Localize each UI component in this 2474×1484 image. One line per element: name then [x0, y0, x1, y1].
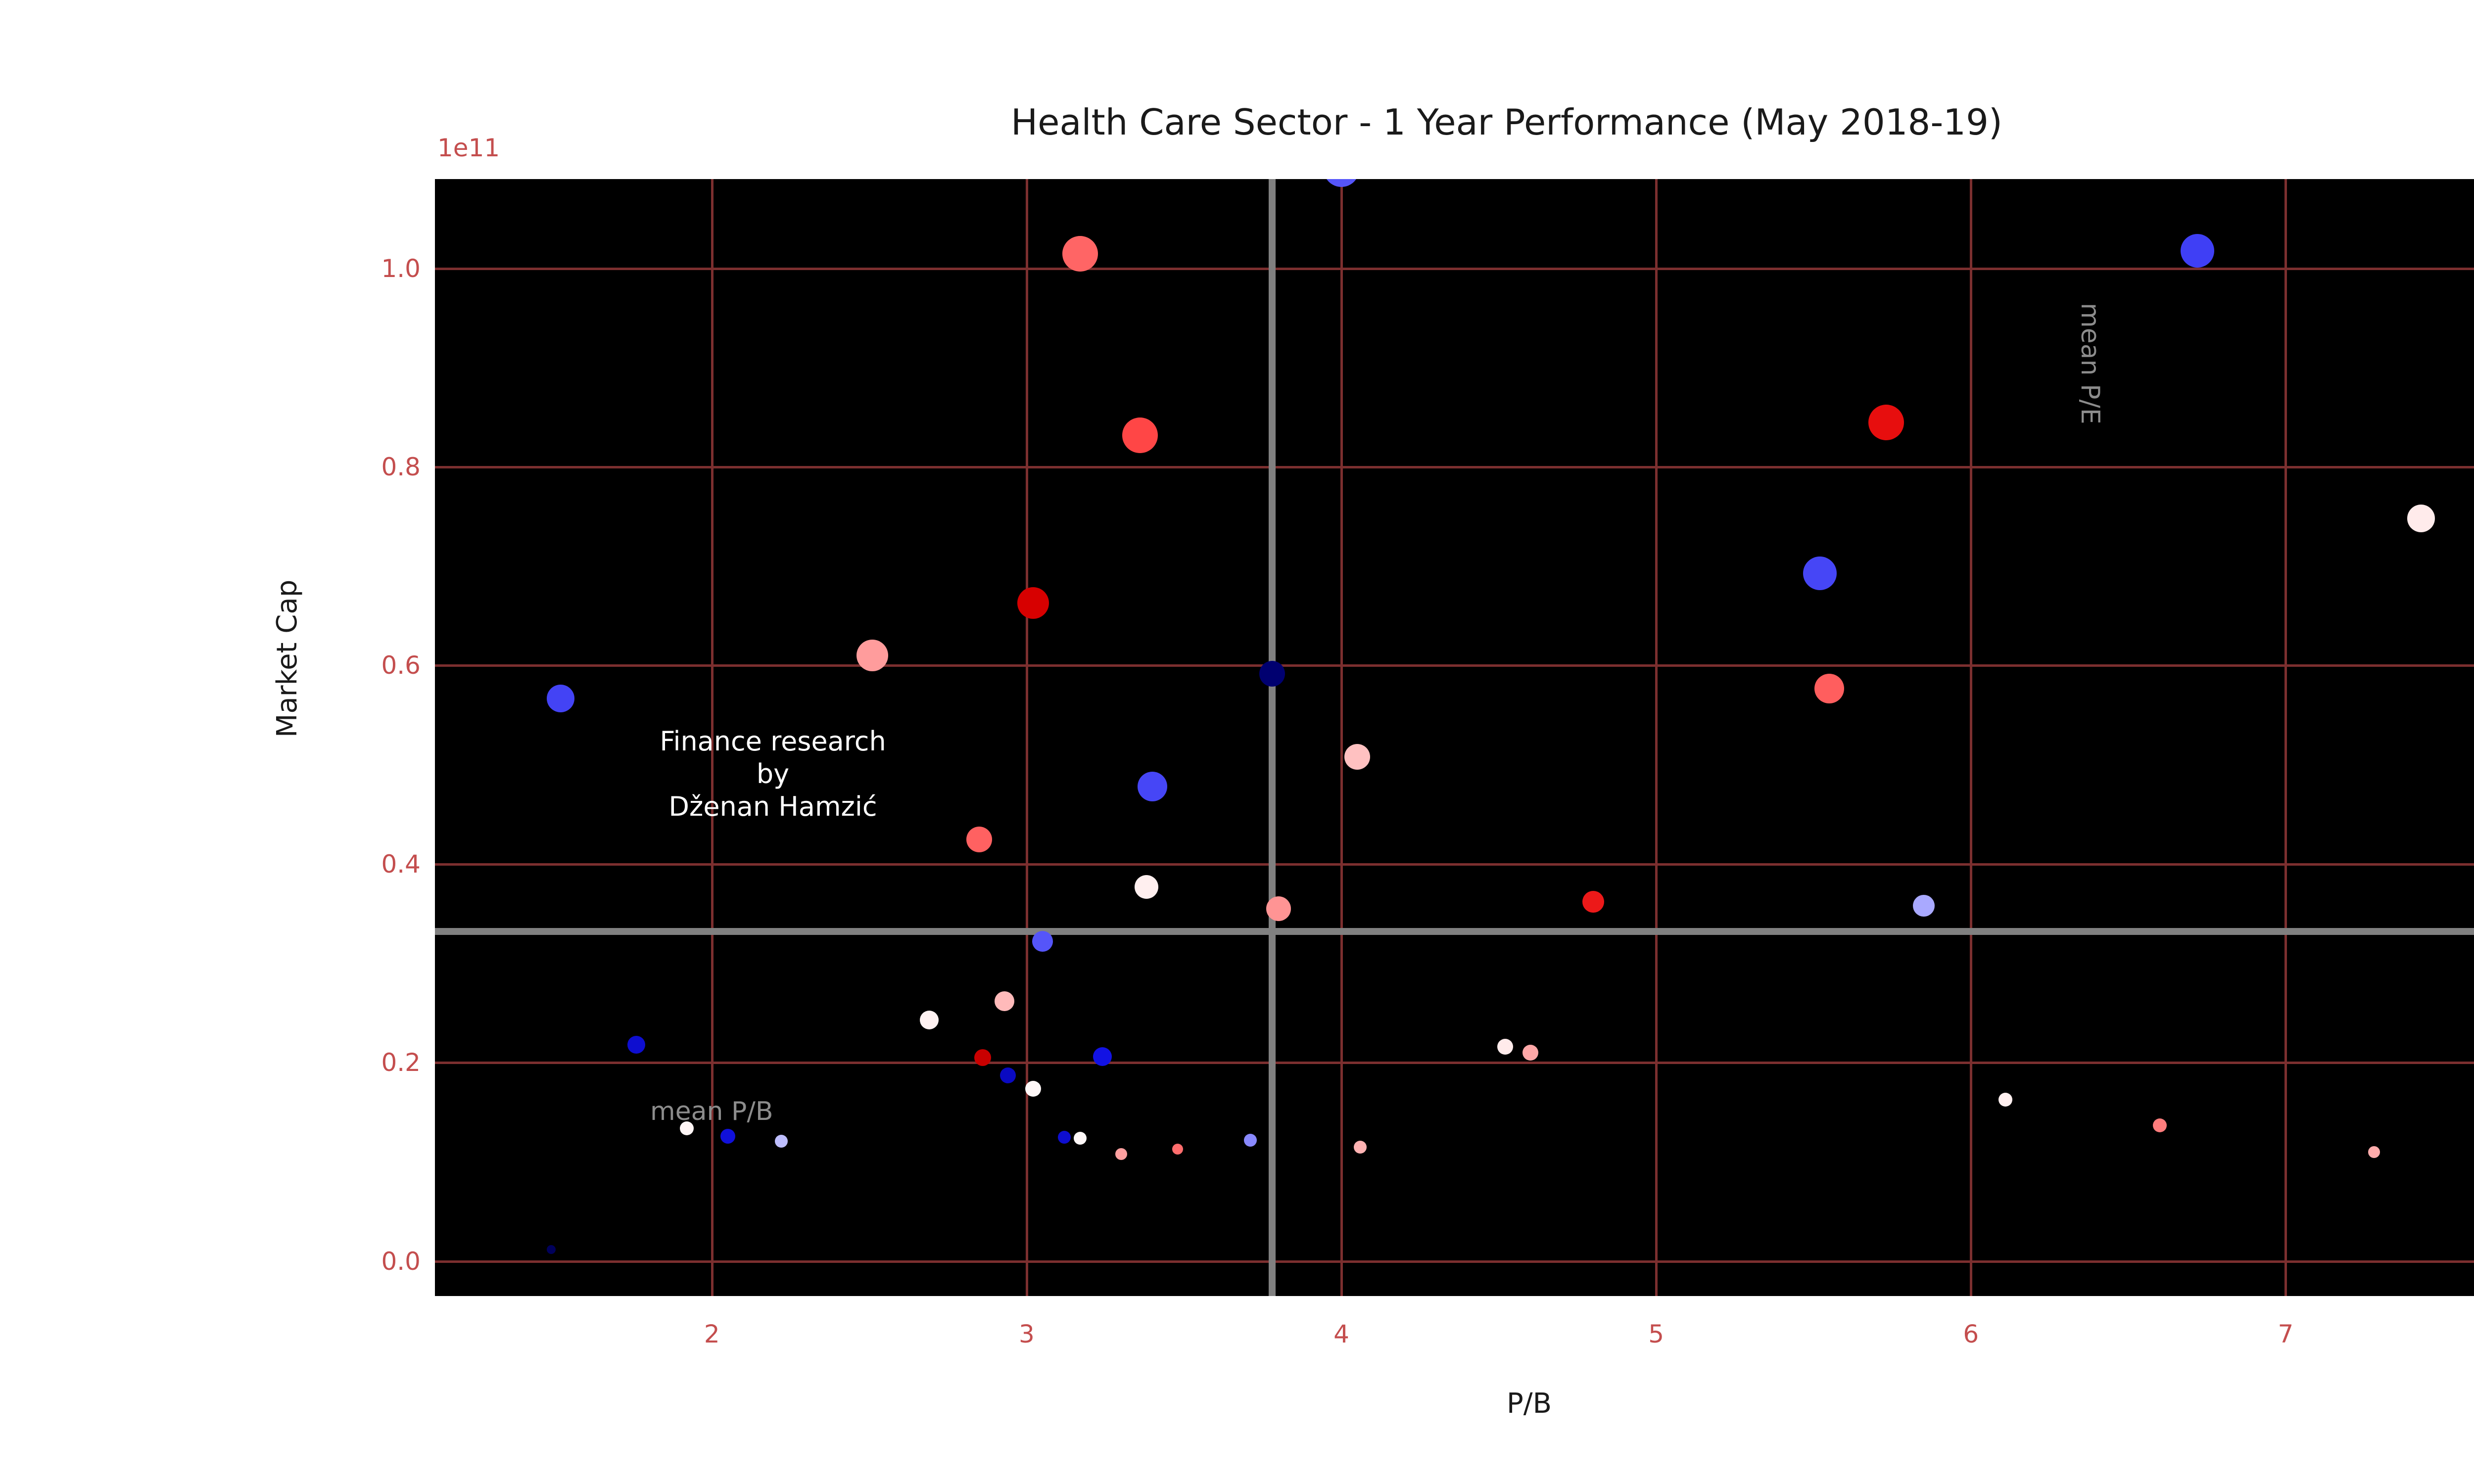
mean-pe-line [1269, 179, 1276, 1296]
gridline-horizontal [435, 863, 2474, 866]
scatter-point[interactable] [856, 640, 889, 672]
gridline-horizontal [435, 1260, 2474, 1263]
y-axis-tick-label: 0.6 [381, 651, 421, 680]
scatter-point[interactable] [547, 1245, 556, 1254]
gridline-horizontal [435, 267, 2474, 270]
scatter-point[interactable] [966, 826, 993, 852]
scatter-point[interactable] [1803, 556, 1837, 590]
scatter-point[interactable] [1138, 772, 1168, 802]
scatter-point[interactable] [1093, 1047, 1112, 1067]
scatter-point[interactable] [1582, 891, 1604, 913]
scatter-point[interactable] [1243, 1133, 1257, 1147]
scatter-point[interactable] [999, 1067, 1016, 1084]
scatter-plot-area[interactable]: Finance research by Dženan Hamzić mean P… [435, 179, 2474, 1296]
gridline-vertical [2284, 179, 2287, 1296]
y-axis-tick-group: 0.0 0.2 0.4 0.6 0.8 1.0 [297, 0, 421, 1484]
scatter-point[interactable] [2368, 1146, 2380, 1158]
scatter-point[interactable] [1912, 895, 1935, 917]
gridline-vertical [1340, 179, 1343, 1296]
y-axis-tick-label: 0.8 [381, 453, 421, 482]
scatter-point[interactable] [1266, 896, 1291, 922]
scatter-point[interactable] [774, 1134, 788, 1148]
scatter-point[interactable] [1868, 404, 1904, 440]
scatter-point[interactable] [1115, 1148, 1127, 1160]
gridline-vertical [1655, 179, 1658, 1296]
page-title: Health Care Sector - 1 Year Performance … [1010, 101, 2003, 143]
scatter-point[interactable] [547, 684, 575, 712]
y-axis-tick-label: 1.0 [381, 254, 421, 283]
scatter-point[interactable] [974, 1049, 991, 1067]
scatter-point[interactable] [1025, 1080, 1041, 1097]
gridline-horizontal [435, 466, 2474, 469]
mean-pb-line [435, 928, 2474, 935]
x-axis-tick-label: 5 [1648, 1320, 1665, 1348]
scatter-point[interactable] [1998, 1092, 2013, 1107]
scatter-point[interactable] [627, 1036, 646, 1054]
scatter-point[interactable] [1354, 1140, 1367, 1154]
mean-pe-label: mean P/E [2075, 303, 2105, 424]
scatter-point[interactable] [720, 1128, 735, 1144]
scatter-point[interactable] [679, 1121, 694, 1135]
mean-pb-label: mean P/B [650, 1097, 773, 1126]
scatter-point[interactable] [1032, 931, 1053, 952]
gridline-vertical [1025, 179, 1028, 1296]
x-axis-tick-label: 3 [1019, 1320, 1035, 1348]
gridline-horizontal [435, 1062, 2474, 1065]
scatter-point[interactable] [1259, 660, 1285, 687]
gridline-vertical [711, 179, 714, 1296]
x-axis-tick-label: 4 [1333, 1320, 1349, 1348]
x-axis-label: P/B [1507, 1388, 1552, 1420]
scatter-point[interactable] [1344, 744, 1370, 770]
x-axis-tick-label: 6 [1963, 1320, 1979, 1348]
scatter-point[interactable] [1074, 1131, 1087, 1145]
scatter-point[interactable] [1134, 875, 1158, 899]
y-axis-offset-text: 1e11 [437, 134, 500, 162]
scatter-point[interactable] [1062, 235, 1098, 272]
y-axis-tick-label: 0.4 [381, 849, 421, 879]
scatter-point[interactable] [995, 991, 1015, 1011]
y-axis-tick-label: 0.0 [381, 1247, 421, 1276]
gridline-vertical [1970, 179, 1973, 1296]
x-axis-tick-label: 2 [704, 1320, 720, 1348]
scatter-point[interactable] [1122, 417, 1158, 453]
scatter-point[interactable] [2407, 505, 2435, 533]
gridline-horizontal [435, 664, 2474, 667]
scatter-point[interactable] [1017, 587, 1049, 619]
scatter-point[interactable] [1814, 673, 1845, 703]
annotation-credit: Finance research by Dženan Hamzić [660, 726, 886, 822]
x-axis-tick-label: 7 [2278, 1320, 2294, 1348]
scatter-point[interactable] [1522, 1045, 1538, 1061]
scatter-point[interactable] [1497, 1039, 1513, 1055]
y-axis-tick-label: 0.2 [381, 1048, 421, 1077]
scatter-point[interactable] [919, 1011, 939, 1030]
scatter-point[interactable] [2181, 233, 2215, 268]
scatter-point[interactable] [1058, 1130, 1071, 1144]
scatter-point[interactable] [2152, 1118, 2167, 1132]
scatter-point[interactable] [1172, 1143, 1184, 1155]
scatter-point[interactable] [1324, 179, 1360, 187]
